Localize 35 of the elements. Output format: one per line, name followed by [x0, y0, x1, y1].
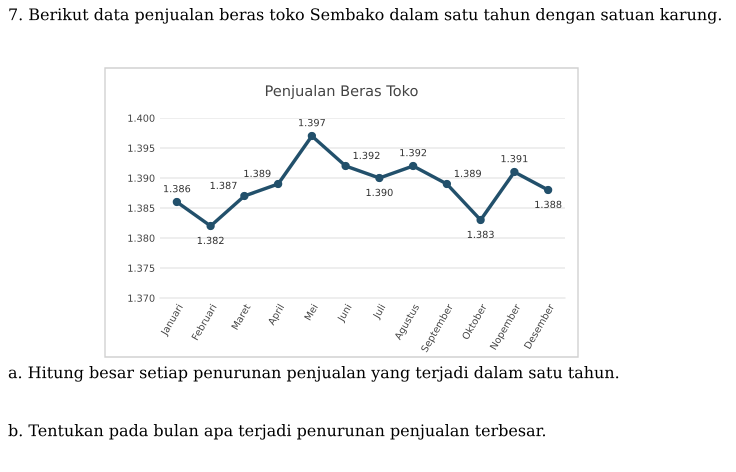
data-label: 1.386	[164, 184, 190, 192]
point	[274, 180, 282, 188]
data-label: 1.392	[400, 148, 426, 156]
y-tick-label: 1.370	[128, 294, 154, 302]
text: a. Hitung besar setiap penurunan penjualan yang terjadi dalam satu tahun.	[8, 366, 618, 382]
point	[308, 132, 316, 140]
point	[375, 174, 384, 182]
chart-title: Penjualan Beras Toko	[266, 84, 418, 100]
text: 7. Berikut data penjualan beras toko Sembako dalam satu tahun dengan satuan karung.	[9, 8, 721, 24]
data-label: 1.388	[535, 200, 562, 208]
point	[206, 222, 215, 230]
y-tick-label: 1.395	[128, 144, 154, 152]
point	[510, 168, 519, 176]
point	[544, 186, 552, 194]
y-tick-label: 1.385	[128, 204, 154, 212]
point	[341, 162, 350, 170]
y-tick-label: 1.400	[128, 114, 154, 122]
data-label: 1.389	[244, 170, 270, 178]
y-tick-label: 1.390	[128, 174, 154, 182]
data-label: 1.391	[502, 154, 528, 162]
data-label: 1.392	[354, 152, 380, 160]
y-tick-label: 1.380	[128, 234, 154, 242]
text: b. Tentukan pada bulan apa terjadi penurunan penjualan terbesar.	[8, 424, 546, 440]
data-label: 1.383	[468, 230, 494, 238]
data-label: 1.389	[454, 170, 481, 178]
point	[240, 192, 249, 200]
point	[172, 198, 182, 206]
data-label: 1.387	[210, 182, 237, 190]
point	[408, 162, 418, 170]
point	[476, 216, 485, 224]
y-tick-label: 1.375	[128, 264, 154, 272]
point	[442, 180, 452, 188]
data-label: 1.382	[198, 236, 224, 244]
data-label: 1.397	[299, 118, 325, 126]
data-label: 1.390	[366, 188, 393, 196]
